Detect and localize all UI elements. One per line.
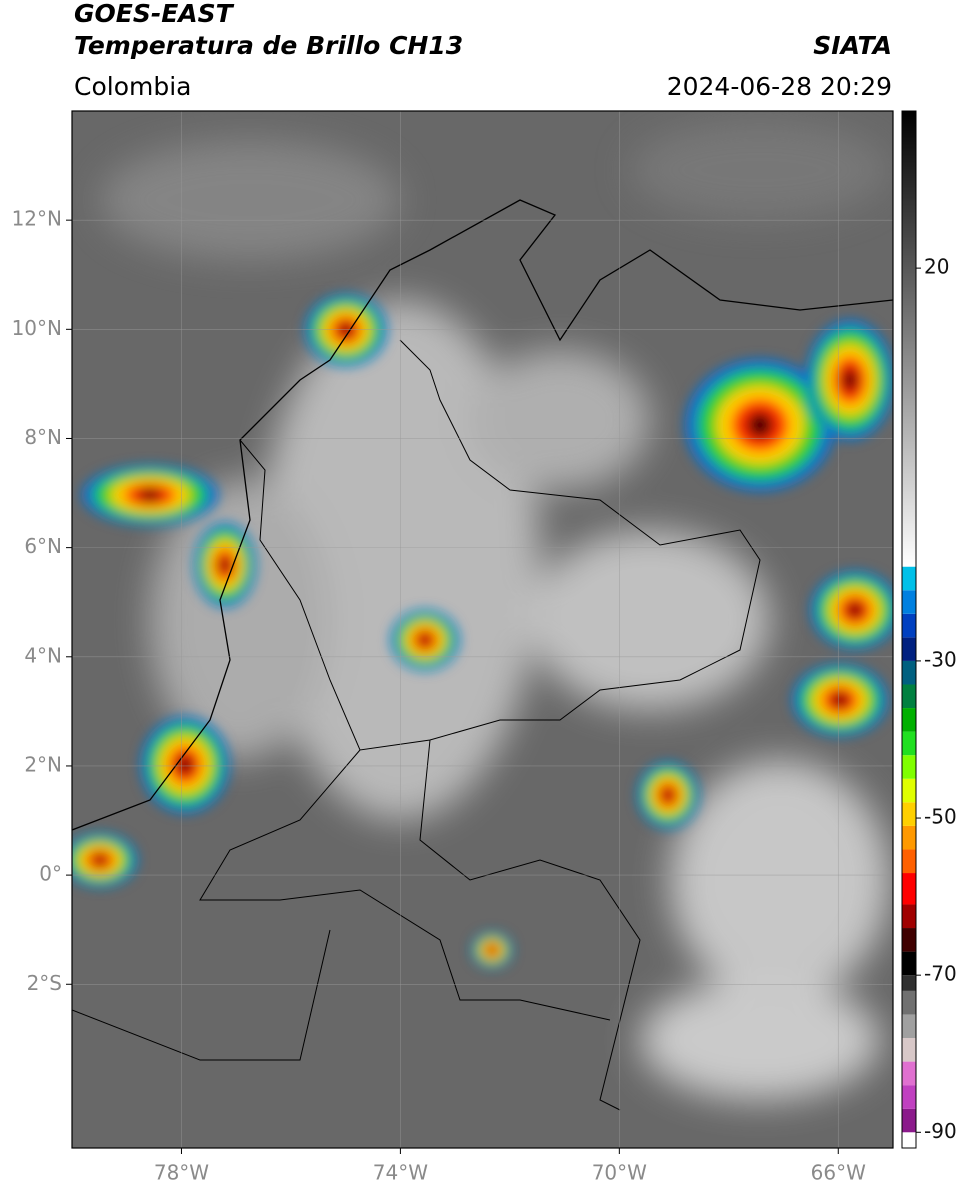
colorbar-tick-label: 20 — [924, 255, 949, 279]
colorbar-tick-label: -30 — [924, 647, 957, 671]
y-tick-label: 0° — [39, 862, 62, 886]
y-tick-label: 2°N — [24, 752, 62, 776]
x-tick-label: 78°W — [154, 1161, 209, 1185]
colorbar-tick-label: -50 — [924, 805, 957, 829]
colorbar-tick-label: -70 — [924, 962, 957, 986]
colorbar-segment — [902, 755, 916, 779]
colorbar-segment — [902, 825, 916, 850]
colorbar-segment — [902, 1108, 916, 1133]
colorbar-segment — [902, 990, 916, 1015]
y-tick-label: 12°N — [12, 207, 62, 231]
title: GOES-EAST — [74, 0, 235, 28]
colorbar-segment — [902, 873, 916, 905]
borders — [72, 339, 761, 1111]
map-frame — [71, 110, 894, 1149]
colorbar-segment — [902, 590, 916, 614]
colorbar-segment — [902, 566, 916, 591]
grid — [72, 111, 893, 1148]
satellite-image — [72, 111, 893, 1148]
x-tick-label: 74°W — [373, 1161, 428, 1185]
colorbar-segment — [902, 802, 916, 826]
colorbar-segment — [902, 613, 916, 638]
colorbar-frame — [901, 110, 917, 1149]
x-tick-label: 70°W — [592, 1161, 647, 1185]
colorbar-segment — [902, 778, 916, 803]
colorbar-segment — [902, 660, 916, 685]
region: Colombia — [74, 72, 191, 101]
datetime: 2024-06-28 20:29 — [667, 72, 892, 101]
colorbar — [902, 111, 916, 1148]
colorbar-segment — [902, 904, 916, 929]
y-tick-label: 10°N — [12, 316, 62, 340]
colorbar-segment — [902, 1132, 916, 1148]
source: SIATA — [813, 31, 892, 60]
y-tick-label: 8°N — [24, 425, 62, 449]
colorbar-segment — [902, 975, 916, 991]
colorbar-segment — [902, 731, 916, 756]
colorbar-segment — [902, 1061, 916, 1086]
subtitle: Temperatura de Brillo CH13 — [74, 31, 463, 60]
colorbar-segment — [902, 637, 916, 661]
x-tick-label: 66°W — [811, 1161, 866, 1185]
coastline — [72, 199, 893, 831]
colorbar-segment — [902, 708, 916, 732]
colorbar-tick-label: -90 — [924, 1119, 957, 1143]
colorbar-segment — [902, 1085, 916, 1109]
y-tick-label: 2°S — [27, 971, 62, 995]
colorbar-segment — [902, 951, 916, 976]
y-tick-label: 6°N — [24, 534, 62, 558]
colorbar-segment — [902, 1038, 916, 1062]
colorbar-segment — [902, 928, 916, 952]
y-tick-label: 4°N — [24, 643, 62, 667]
colorbar-segment — [902, 111, 916, 567]
colorbar-segment — [902, 849, 916, 874]
colorbar-segment — [902, 1014, 916, 1039]
colorbar-segment — [902, 684, 916, 709]
